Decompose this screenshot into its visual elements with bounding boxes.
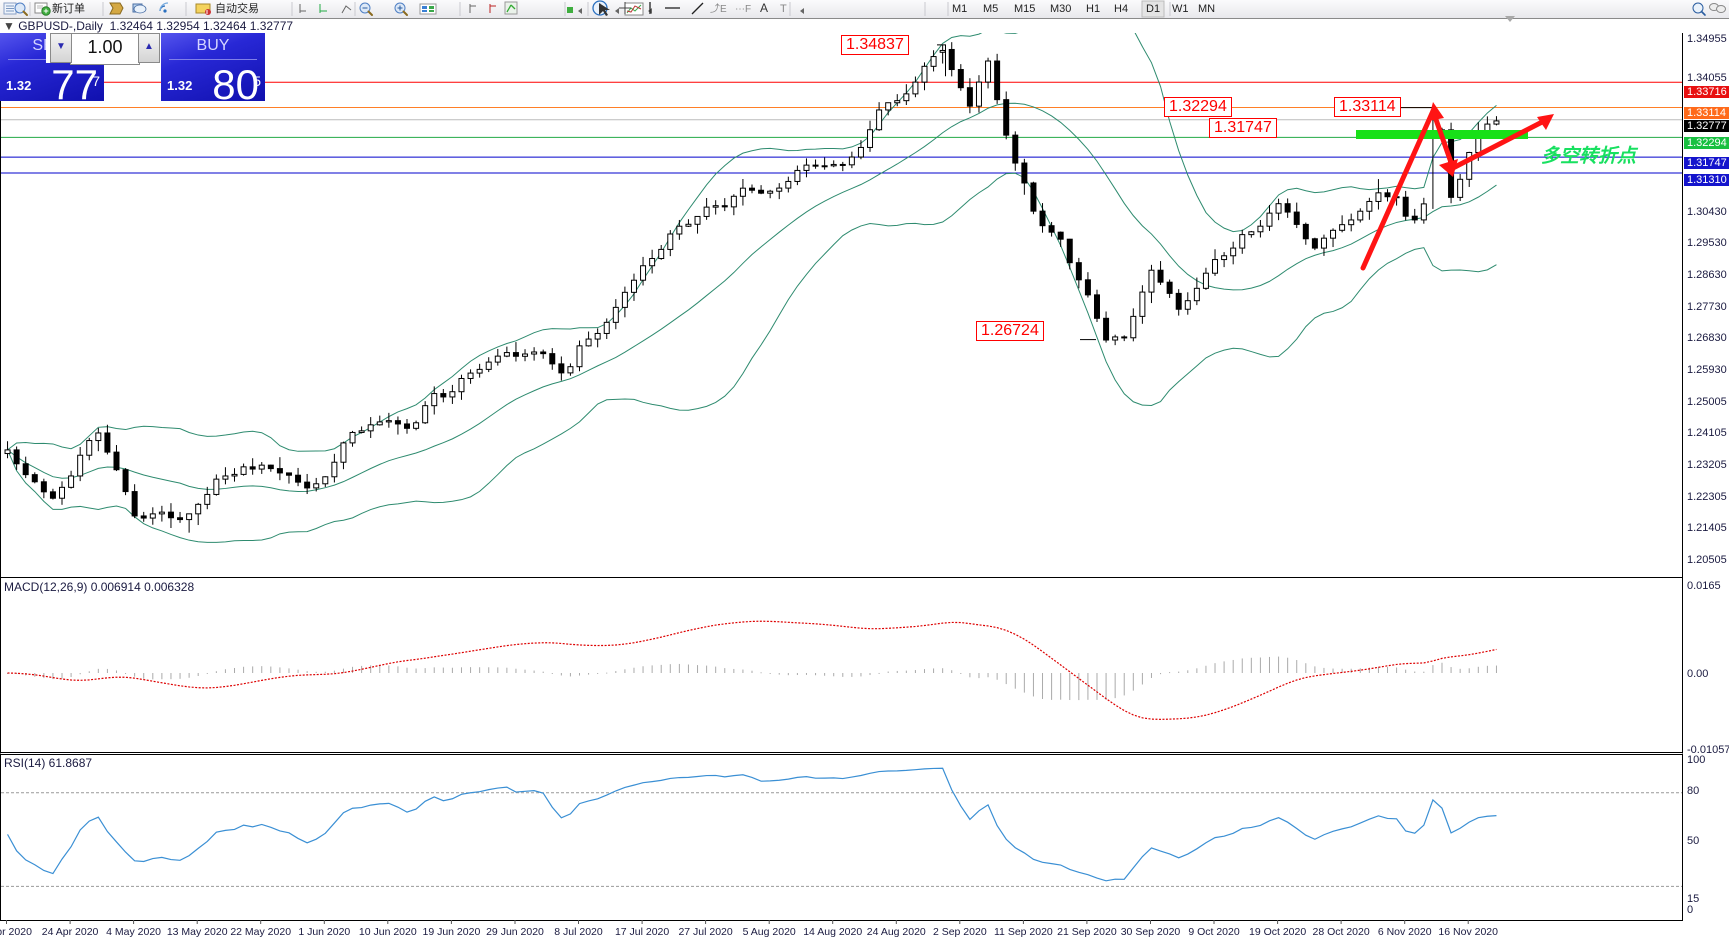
svg-text:H1: H1 xyxy=(1086,3,1100,15)
svg-text:⤴E: ⤴E xyxy=(710,2,727,15)
svg-text:24 Apr 2020: 24 Apr 2020 xyxy=(42,926,99,938)
svg-text:9 Oct 2020: 9 Oct 2020 xyxy=(1188,926,1240,938)
svg-text:5 Aug 2020: 5 Aug 2020 xyxy=(743,926,796,938)
svg-text:M15: M15 xyxy=(1014,3,1035,15)
svg-text:⋯F: ⋯F xyxy=(735,4,751,15)
svg-text:W1: W1 xyxy=(1172,3,1189,15)
svg-text:16 Nov 2020: 16 Nov 2020 xyxy=(1438,926,1498,938)
svg-text:5 Apr 2020: 5 Apr 2020 xyxy=(0,926,32,938)
svg-text:1 Jun 2020: 1 Jun 2020 xyxy=(298,926,350,938)
svg-text:M30: M30 xyxy=(1050,3,1071,15)
svg-text:29 Jun 2020: 29 Jun 2020 xyxy=(486,926,544,938)
svg-text:2 Sep 2020: 2 Sep 2020 xyxy=(933,926,987,938)
svg-text:10 Jun 2020: 10 Jun 2020 xyxy=(359,926,417,938)
svg-text:H4: H4 xyxy=(1114,3,1128,15)
svg-text:19 Oct 2020: 19 Oct 2020 xyxy=(1249,926,1306,938)
svg-text:27 Jul 2020: 27 Jul 2020 xyxy=(678,926,732,938)
svg-text:MN: MN xyxy=(1198,3,1215,15)
svg-text:11 Sep 2020: 11 Sep 2020 xyxy=(994,926,1053,938)
svg-text:M5: M5 xyxy=(983,3,998,15)
svg-text:24 Aug 2020: 24 Aug 2020 xyxy=(867,926,926,938)
svg-text:8 Jul 2020: 8 Jul 2020 xyxy=(554,926,603,938)
svg-text:17 Jul 2020: 17 Jul 2020 xyxy=(615,926,669,938)
svg-text:A: A xyxy=(760,1,768,15)
svg-text:22 May 2020: 22 May 2020 xyxy=(230,926,291,938)
svg-text:13 May 2020: 13 May 2020 xyxy=(167,926,228,938)
svg-text:M1: M1 xyxy=(952,3,967,15)
svg-text:D1: D1 xyxy=(1146,3,1160,15)
svg-text:新订单: 新订单 xyxy=(52,1,85,15)
svg-text:30 Sep 2020: 30 Sep 2020 xyxy=(1121,926,1181,938)
svg-text:T: T xyxy=(780,3,787,15)
svg-text:4 May 2020: 4 May 2020 xyxy=(106,926,161,938)
svg-text:21 Sep 2020: 21 Sep 2020 xyxy=(1057,926,1117,938)
svg-text:19 Jun 2020: 19 Jun 2020 xyxy=(422,926,480,938)
svg-text:28 Oct 2020: 28 Oct 2020 xyxy=(1312,926,1369,938)
svg-text:6 Nov 2020: 6 Nov 2020 xyxy=(1378,926,1432,938)
svg-text:14 Aug 2020: 14 Aug 2020 xyxy=(803,926,862,938)
svg-text:自动交易: 自动交易 xyxy=(215,1,259,15)
